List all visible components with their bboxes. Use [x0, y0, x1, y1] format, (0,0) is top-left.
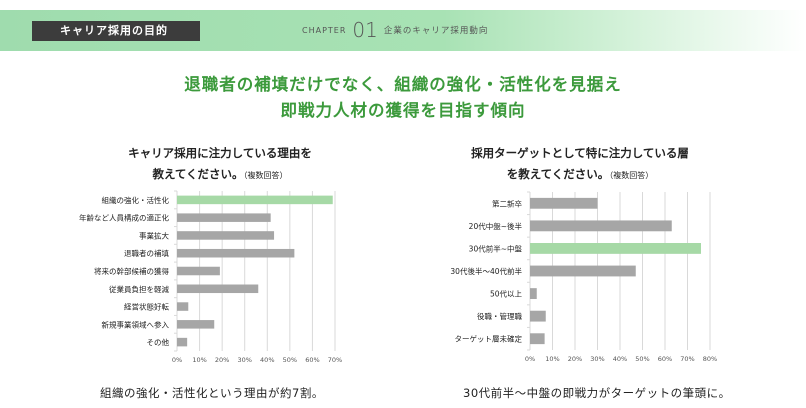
bar [530, 310, 546, 322]
x-tick-label: 30% [590, 355, 604, 363]
bar [177, 195, 333, 205]
chart-1-note: （複数回答） [243, 171, 288, 180]
category-label: 新規事業領域へ参入 [102, 319, 170, 329]
bar [177, 248, 295, 258]
category-label: 組織の強化・活性化 [102, 195, 170, 205]
x-tick-label: 80% [703, 355, 717, 363]
category-label: 30代後半～40代前半 [450, 266, 522, 276]
chart-1-caption: 組織の強化・活性化という理由が約7割。 [100, 386, 324, 400]
x-tick-label: 10% [192, 356, 206, 364]
x-tick-label: 50% [635, 355, 649, 363]
chapter-number: 01 [352, 18, 378, 42]
chapter-heading: CHAPTER 01 企業のキャリア採用動向 [302, 18, 488, 42]
category-label: 退職者の補填 [124, 248, 169, 258]
bar [177, 231, 275, 240]
category-label: 50代以上 [490, 289, 523, 299]
x-tick-label: 40% [260, 356, 274, 364]
chart-2-caption: 30代前半～中盤の即戦力がターゲットの筆頭に。 [463, 386, 731, 400]
bar [530, 333, 545, 345]
bar [177, 213, 271, 222]
section-tag: キャリア採用の目的 [32, 21, 200, 41]
bar [530, 265, 636, 277]
category-label: その他 [147, 337, 170, 347]
x-tick-label: 40% [613, 355, 627, 363]
category-label: 経営状態好転 [124, 302, 169, 312]
headline-line-1: 退職者の補填だけでなく、組織の強化・活性化を見据え [184, 75, 622, 94]
chart-1-title-line-1: キャリア採用に注力している理由を [128, 146, 312, 160]
category-label: 将来の幹部候補の獲得 [94, 266, 169, 276]
x-tick-label: 70% [680, 355, 694, 363]
bar [177, 337, 188, 347]
category-label: 第二新卒 [492, 198, 522, 208]
x-tick-label: 0% [172, 356, 182, 364]
x-tick-label: 0% [525, 355, 535, 363]
category-label: 30代前半~中盤 [469, 243, 523, 253]
chart-1-title: キャリア採用に注力している理由を 教えてください。（複数回答） [80, 143, 360, 186]
x-tick-label: 60% [658, 355, 672, 363]
chart-2-title-line-1: 採用ターゲットとして特に注力している層 [471, 146, 689, 160]
x-tick-label: 50% [283, 356, 297, 364]
bar [177, 266, 220, 276]
chart-2-note: （複数回答） [609, 171, 654, 180]
headline-line-2: 即戦力人材の獲得を目指す傾向 [280, 101, 526, 120]
x-tick-label: 20% [568, 355, 582, 363]
bar [177, 302, 189, 311]
bar [177, 320, 215, 329]
chapter-title: 企業のキャリア採用動向 [383, 26, 489, 36]
bar [530, 243, 701, 254]
chart-1-title-line-2: 教えてください。 [152, 167, 244, 181]
bar [530, 220, 672, 232]
category-label: 事業拡大 [139, 230, 169, 240]
category-label: 役職・管理職 [477, 311, 522, 321]
bar [530, 197, 598, 209]
chapter-label: CHAPTER [302, 25, 347, 35]
bar [530, 288, 537, 299]
bar [177, 284, 259, 294]
x-tick-label: 30% [237, 356, 251, 364]
chart-2-title-line-2: を教えてください。 [506, 167, 610, 181]
category-label: 年齢など人員構成の適正化 [79, 213, 169, 223]
category-label: 20代中盤~後半 [469, 221, 523, 231]
x-tick-label: 20% [215, 356, 229, 364]
category-label: 従業員負担を軽減 [109, 284, 169, 294]
x-tick-label: 70% [328, 356, 342, 364]
chart-2-title: 採用ターゲットとして特に注力している層 を教えてください。（複数回答） [430, 143, 730, 186]
category-label: ターゲット層未確定 [455, 334, 523, 344]
x-tick-label: 60% [305, 356, 319, 364]
page-headline: 退職者の補填だけでなく、組織の強化・活性化を見据え 即戦力人材の獲得を目指す傾向 [0, 72, 806, 124]
x-tick-label: 10% [545, 355, 559, 363]
